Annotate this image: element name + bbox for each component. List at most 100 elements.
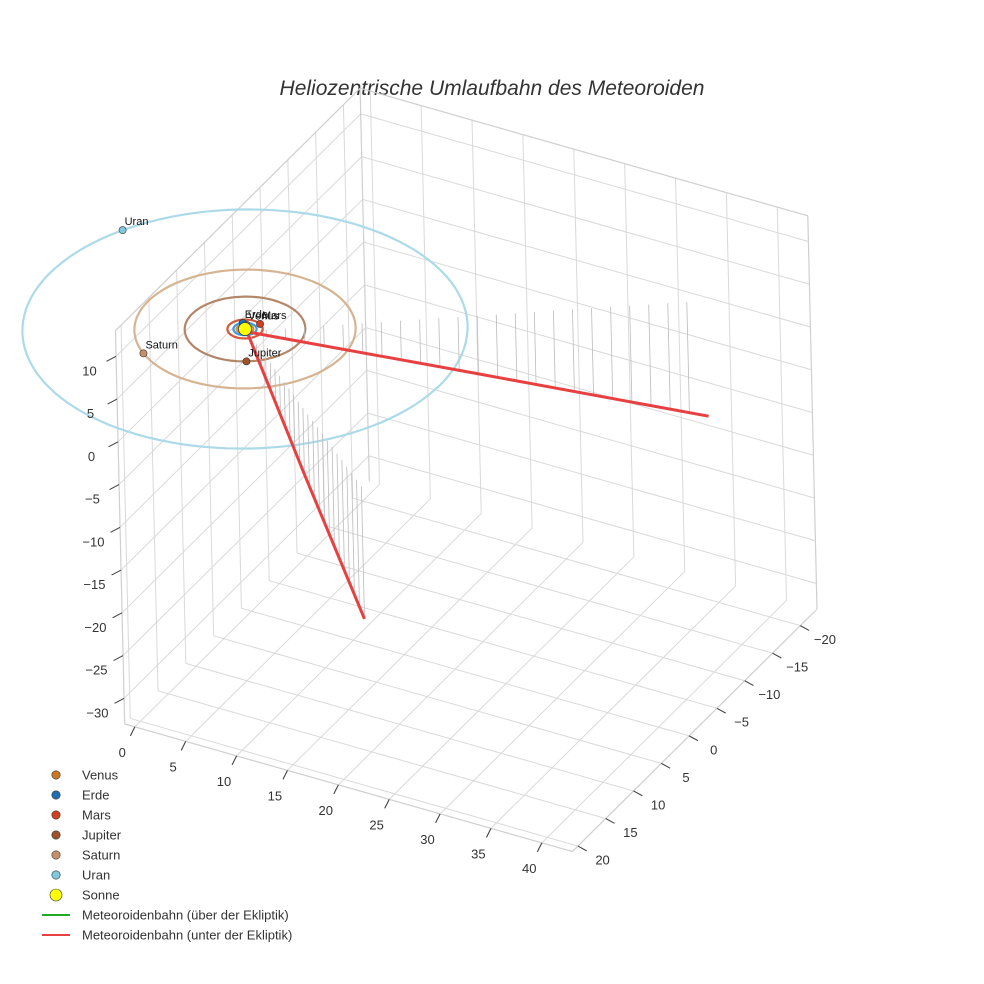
grid-line	[130, 717, 579, 847]
drop-line	[553, 310, 556, 388]
grid-line	[362, 198, 811, 328]
grid-line	[337, 542, 584, 786]
legend-label: Mars	[82, 808, 111, 823]
x-axis-tick-mark	[384, 799, 390, 809]
drop-line	[297, 401, 301, 463]
grid-line	[360, 113, 809, 242]
x-axis-tick-label: 15	[268, 789, 282, 804]
grid-line	[287, 527, 533, 771]
tick-labels-layer: 0 5 10 15 20 25 30 35 40 −20 −15 −10 −5 0 5 10 15 20 10 5 0 −…	[82, 355, 836, 876]
planet-label-uran: Uran	[125, 216, 149, 228]
grid-line	[236, 513, 482, 757]
x-axis-tick-label: 10	[217, 774, 231, 789]
grid-line	[367, 412, 816, 542]
x-axis-tick-mark	[180, 741, 187, 751]
drop-line	[321, 434, 325, 523]
y-axis-tick-mark	[716, 707, 726, 714]
grid-line	[122, 412, 369, 656]
drop-line	[331, 447, 335, 547]
drop-line	[269, 363, 272, 392]
x-axis-tick-label: 5	[169, 760, 176, 775]
legend-item: Jupiter	[51, 828, 122, 843]
z-axis-tick-label: −15	[83, 577, 105, 592]
grid-line	[366, 369, 815, 499]
legend-swatch	[51, 850, 61, 860]
grid-line	[364, 284, 813, 413]
grid-line	[324, 525, 773, 654]
drop-line	[302, 407, 305, 475]
grid-line	[363, 241, 812, 371]
drop-line	[610, 306, 614, 399]
planet-marker-saturn	[139, 349, 148, 358]
z-axis-tick-mark	[109, 484, 120, 491]
drop-line	[476, 315, 479, 374]
legend-label: Meteoroidenbahn (über der Ekliptik)	[82, 908, 289, 923]
grid-line	[185, 498, 431, 742]
planet-label-saturn: Saturn	[145, 339, 177, 351]
z-axis-tick-label: 5	[87, 406, 94, 421]
y-axis-tick-label: 20	[595, 852, 609, 867]
grid-line	[115, 113, 362, 357]
planet-label-jupiter: Jupiter	[248, 347, 281, 359]
x-axis-tick-label: 30	[420, 832, 434, 847]
drop-line	[457, 316, 460, 371]
grid-line	[361, 156, 810, 285]
grid-line	[185, 662, 634, 792]
orbit-saturn	[133, 268, 357, 390]
drop-line	[351, 473, 355, 595]
z-axis-tick-mark	[113, 655, 124, 662]
drop-line	[346, 466, 350, 583]
y-axis-tick-mark	[577, 845, 587, 852]
drop-line	[629, 305, 633, 403]
y-axis-tick-mark	[772, 652, 782, 659]
x-axis-tick-mark	[536, 842, 543, 853]
drop-line	[317, 427, 320, 511]
drop-line	[419, 319, 422, 364]
planet-marker-uran	[118, 226, 127, 235]
planet-label-mars: Mars	[262, 310, 287, 322]
z-axis-tick-mark	[112, 612, 123, 619]
drop-line	[591, 308, 594, 396]
drop-line	[360, 486, 365, 619]
z-axis-tick-label: −5	[85, 492, 100, 507]
box-edge	[571, 608, 818, 852]
legend-item: Erde	[51, 788, 109, 803]
orbit-uran	[21, 208, 469, 450]
y-axis-tick-label: 5	[682, 770, 689, 785]
y-axis-tick-label: −5	[734, 715, 749, 730]
x-axis-tick-label: 35	[471, 847, 485, 862]
y-axis-tick-label: −10	[758, 687, 780, 702]
z-axis-tick-mark	[110, 526, 121, 533]
drop-line	[307, 414, 310, 487]
planet-label-erde: Erde	[245, 309, 268, 321]
drop-line	[400, 320, 402, 360]
box-edge	[359, 88, 370, 482]
drop-line	[341, 460, 345, 571]
legend-item: Mars	[51, 808, 111, 823]
legend-item: Meteoroidenbahn (unter der Ekliptik)	[42, 928, 292, 943]
x-axis-tick-mark	[333, 784, 339, 795]
y-axis-tick-label: 0	[710, 742, 717, 757]
box-edge	[807, 215, 818, 610]
z-axis-tick-label: 10	[82, 363, 96, 378]
legend-label: Erde	[82, 788, 109, 803]
x-axis-tick-mark	[485, 828, 492, 838]
grid-line	[213, 635, 662, 764]
legend-swatch	[49, 888, 63, 902]
grid-line	[368, 455, 817, 584]
planet-marker-mars	[256, 320, 264, 328]
z-axis-tick-label: 0	[88, 449, 95, 464]
y-axis-tick-mark	[633, 790, 643, 797]
grid-line	[241, 607, 690, 737]
drop-line	[495, 314, 499, 378]
legend-item: Saturn	[51, 848, 120, 863]
grid-line	[134, 484, 380, 728]
drop-line	[336, 453, 340, 559]
grid-line	[439, 571, 686, 815]
legend-swatch	[51, 830, 61, 840]
grid-line	[388, 556, 635, 800]
box-edge	[359, 87, 808, 217]
z-axis-tick-label: −25	[85, 663, 107, 678]
grid-line	[118, 241, 365, 485]
